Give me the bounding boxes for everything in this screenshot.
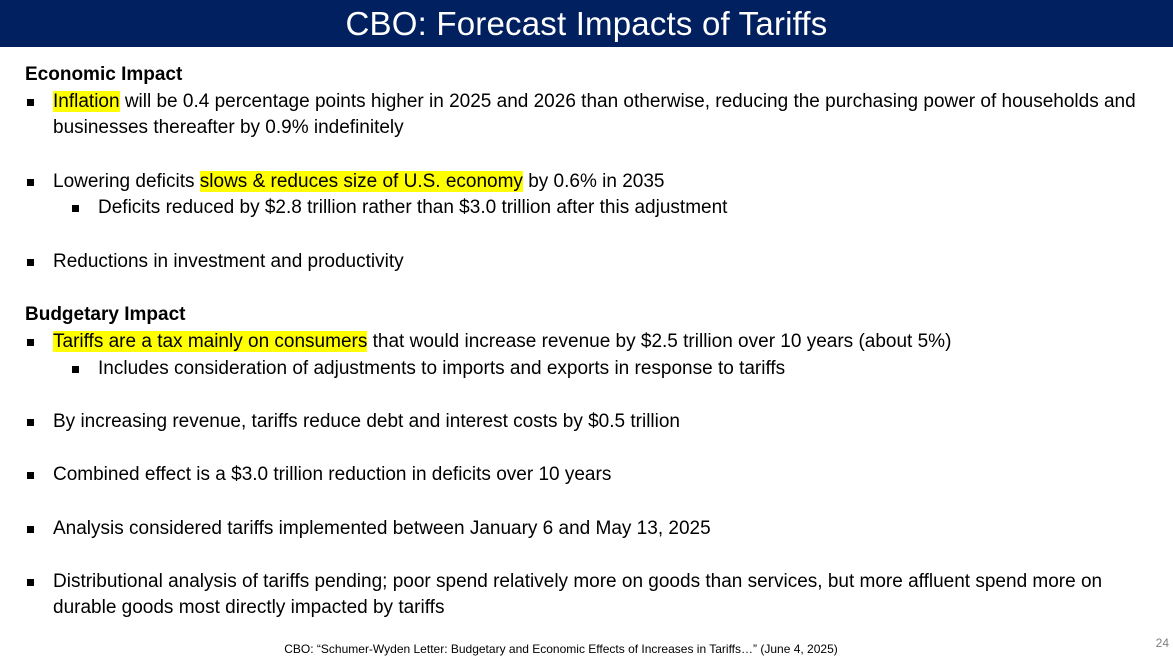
bullet-marker	[27, 472, 34, 479]
bullet-marker	[72, 205, 79, 212]
bullet-text: Distributional analysis of tariffs pendi…	[53, 571, 1103, 618]
slide-title: CBO: Forecast Impacts of Tariffs	[345, 4, 828, 42]
bullet-text: will be 0.4 percentage points higher in …	[53, 91, 1136, 138]
bullet-marker	[27, 419, 34, 426]
bullet-marker	[72, 366, 79, 373]
title-bar: CBO: Forecast Impacts of Tariffs	[0, 0, 1173, 47]
bullet-text: Reductions in investment and productivit…	[53, 251, 404, 272]
highlight-economy: slows & reduces size of U.S. economy	[199, 171, 523, 192]
highlight-consumers: Tariffs are a tax mainly on consumers	[53, 331, 368, 352]
economic-bullet-investment: Reductions in investment and productivit…	[27, 249, 1143, 275]
budgetary-impact-heading: Budgetary Impact	[25, 304, 186, 325]
budgetary-bullet-distributional: Distributional analysis of tariffs pendi…	[27, 569, 1143, 621]
economic-bullet-inflation: Inflation will be 0.4 percentage points …	[27, 89, 1143, 141]
budgetary-bullet-revenue: By increasing revenue, tariffs reduce de…	[27, 409, 1143, 435]
economic-subbullet-deficits: Deficits reduced by $2.8 trillion rather…	[72, 195, 1148, 221]
economic-impact-heading: Economic Impact	[25, 64, 183, 85]
budgetary-bullet-tax: Tariffs are a tax mainly on consumers th…	[27, 329, 1143, 355]
bullet-text: that would increase revenue by $2.5 tril…	[367, 331, 952, 352]
highlight-inflation: Inflation	[53, 91, 120, 112]
budgetary-bullet-analysis: Analysis considered tariffs implemented …	[27, 516, 1143, 542]
bullet-text: Combined effect is a $3.0 trillion reduc…	[53, 464, 612, 485]
budgetary-subbullet-adjustments: Includes consideration of adjustments to…	[72, 356, 1148, 382]
bullet-text: Includes consideration of adjustments to…	[98, 358, 786, 379]
bullet-marker	[27, 526, 34, 533]
bullet-marker	[27, 99, 34, 106]
source-footnote: CBO: “Schumer-Wyden Letter: Budgetary an…	[284, 642, 838, 656]
bullet-marker	[27, 339, 34, 346]
bullet-text-post: by 0.6% in 2035	[522, 171, 665, 192]
economic-bullet-deficits: Lowering deficits slows & reduces size o…	[27, 169, 1143, 195]
bullet-marker	[27, 179, 34, 186]
page-number: 24	[1155, 636, 1169, 650]
bullet-text-pre: Lowering deficits	[53, 171, 200, 192]
bullet-text: By increasing revenue, tariffs reduce de…	[53, 411, 680, 432]
bullet-text: Analysis considered tariffs implemented …	[53, 518, 711, 539]
bullet-marker	[27, 259, 34, 266]
bullet-marker	[27, 579, 34, 586]
bullet-text: Deficits reduced by $2.8 trillion rather…	[98, 197, 728, 218]
budgetary-bullet-combined: Combined effect is a $3.0 trillion reduc…	[27, 462, 1143, 488]
